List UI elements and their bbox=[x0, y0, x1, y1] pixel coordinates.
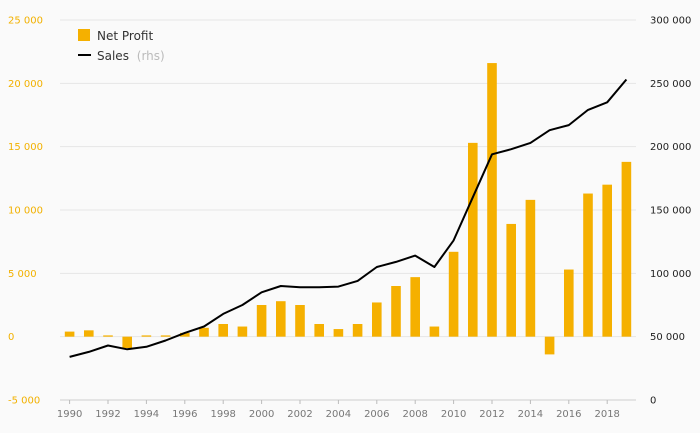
y-right-tick-label: 100 000 bbox=[650, 269, 691, 280]
bar-net-profit bbox=[122, 336, 132, 349]
x-tick-label: 2012 bbox=[479, 409, 504, 420]
x-tick-label: 1996 bbox=[172, 409, 197, 420]
y-right-tick-label: 300 000 bbox=[650, 16, 691, 27]
legend: Net Profit Sales (rhs) bbox=[78, 29, 165, 63]
bar-net-profit bbox=[391, 286, 401, 337]
y-left-tick-label: 15 000 bbox=[8, 142, 43, 153]
x-tick-label: 2008 bbox=[402, 409, 427, 420]
x-tick-label: 1992 bbox=[95, 409, 120, 420]
bar-net-profit bbox=[564, 269, 574, 337]
y-left-tick-label: 20 000 bbox=[8, 79, 43, 90]
legend-swatch-net-profit bbox=[78, 29, 90, 41]
bar-net-profit bbox=[237, 326, 248, 337]
y-left-tick-label: 5 000 bbox=[8, 269, 37, 280]
bar-net-profit bbox=[141, 335, 152, 337]
bar-net-profit bbox=[333, 329, 344, 337]
svg-text:Sales (rhs): Sales (rhs) bbox=[97, 49, 165, 63]
sales-line-group bbox=[69, 78, 628, 358]
bar-net-profit bbox=[602, 184, 612, 337]
bar-net-profit bbox=[256, 305, 267, 337]
y-right-tick-label: 0 bbox=[650, 396, 656, 407]
bar-net-profit bbox=[199, 327, 209, 337]
bar-net-profit bbox=[218, 324, 228, 337]
bar-net-profit bbox=[429, 326, 440, 337]
legend-label-sales-suffix: (rhs) bbox=[137, 49, 165, 63]
y-left-tick-label: 25 000 bbox=[8, 16, 43, 27]
x-tick-label: 2000 bbox=[249, 409, 274, 420]
bar-net-profit bbox=[372, 302, 382, 337]
axis-labels: -5 000 0 5 000 10 000 15 000 20 000 25 000 0 50 … bbox=[8, 16, 691, 421]
y-right-tick-label: 50 000 bbox=[650, 332, 685, 343]
y-right-tick-label: 250 000 bbox=[650, 79, 691, 90]
bar-net-profit bbox=[180, 332, 190, 337]
x-tick-label: 1990 bbox=[57, 409, 82, 420]
bar-net-profit bbox=[525, 199, 536, 337]
bar-net-profit bbox=[64, 331, 75, 337]
x-tick-label: 2016 bbox=[556, 409, 581, 420]
x-tick-label: 2018 bbox=[594, 409, 619, 420]
x-tick-label: 1998 bbox=[210, 409, 235, 420]
grid-lines bbox=[60, 19, 636, 401]
bar-net-profit bbox=[583, 193, 593, 337]
bar-net-profit bbox=[160, 335, 171, 337]
sales-line bbox=[69, 78, 628, 358]
bar-net-profit bbox=[295, 305, 305, 337]
x-tick-label: 2014 bbox=[518, 409, 543, 420]
bar-net-profit bbox=[84, 330, 94, 337]
x-tick-label: 2004 bbox=[326, 409, 351, 420]
net-profit-bars bbox=[64, 63, 632, 355]
bar-net-profit bbox=[621, 161, 632, 337]
legend-label-net-profit: Net Profit bbox=[97, 29, 153, 43]
bar-net-profit bbox=[103, 335, 113, 337]
bar-net-profit bbox=[487, 63, 497, 337]
bar-net-profit bbox=[352, 324, 363, 337]
y-left-tick-label: 0 bbox=[8, 332, 14, 343]
bar-net-profit bbox=[544, 336, 555, 355]
y-right-tick-label: 200 000 bbox=[650, 142, 691, 153]
x-tick-label: 2010 bbox=[441, 409, 466, 420]
x-tick-label: 2002 bbox=[287, 409, 312, 420]
bar-net-profit bbox=[448, 251, 459, 337]
x-tick-label: 1994 bbox=[134, 409, 159, 420]
bar-net-profit bbox=[506, 223, 516, 337]
bar-net-profit bbox=[276, 301, 286, 337]
bar-net-profit bbox=[410, 277, 420, 337]
y-right-tick-label: 150 000 bbox=[650, 206, 691, 217]
y-left-tick-label: -5 000 bbox=[8, 396, 40, 407]
x-tick-label: 2006 bbox=[364, 409, 389, 420]
bar-net-profit bbox=[314, 324, 324, 337]
bar-net-profit bbox=[468, 142, 478, 337]
y-left-tick-label: 10 000 bbox=[8, 206, 43, 217]
legend-label-sales: Sales bbox=[97, 49, 129, 63]
